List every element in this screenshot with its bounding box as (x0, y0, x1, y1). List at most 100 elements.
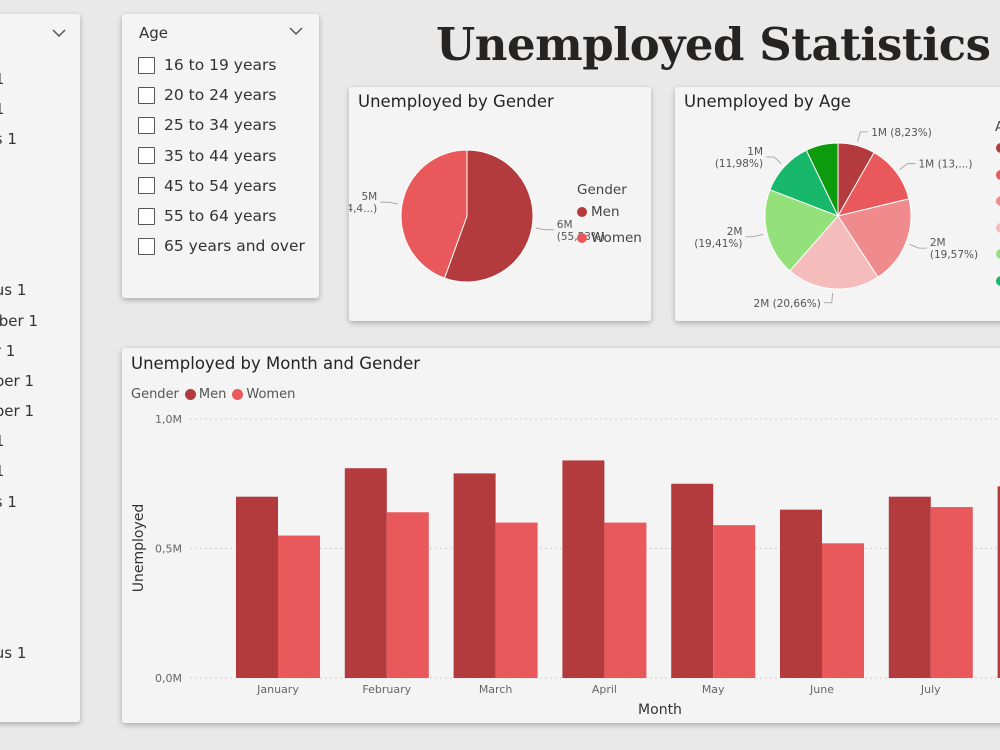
checkbox[interactable] (138, 177, 155, 195)
legend-dot (232, 389, 244, 400)
age-pie-visual: Unemployed by Age 1M (8,23%) 1M (13,...) 2… (675, 87, 1000, 321)
page-title: Unemployed Statistics (436, 18, 991, 71)
data-label: (19,57%) (930, 249, 978, 261)
age-pie-chart: 1M (8,23%)1M (13,...)2M(19,57%)2M (20,66… (694, 127, 978, 310)
legend-item-women[interactable]: Women (232, 387, 295, 402)
age-option-label: 16 to 19 years (164, 56, 277, 75)
bar-men[interactable] (671, 483, 714, 678)
x-tick-label: February (362, 683, 411, 696)
bar-women[interactable] (713, 525, 756, 678)
data-label: (11,98%) (715, 158, 763, 170)
checkbox[interactable] (138, 116, 155, 134)
x-axis-title: Month (638, 702, 682, 718)
x-tick-label: April (592, 683, 617, 696)
chevron-down-icon[interactable] (289, 26, 303, 36)
slicer-item[interactable]: . (0, 155, 38, 185)
slicer-item[interactable]: . (0, 517, 38, 547)
gender-pie-chart: 6M(55,53%)5M(44,4...) (349, 149, 605, 283)
age-option[interactable]: 45 to 54 years (138, 171, 305, 201)
slicer-item[interactable]: . (0, 547, 38, 577)
pie-slice[interactable] (836, 151, 910, 217)
legend-dot (577, 233, 587, 243)
legend-item-men[interactable]: Men (577, 204, 620, 220)
bar-women[interactable] (822, 543, 864, 678)
bar-men[interactable] (888, 496, 931, 678)
legend-dot[interactable] (996, 196, 1000, 206)
legend-dot[interactable] (996, 169, 1000, 180)
bar-men[interactable] (997, 486, 1000, 678)
bar-women[interactable] (930, 507, 973, 678)
data-label: 1M (747, 146, 763, 158)
leader-line (823, 292, 833, 304)
legend-item-women[interactable]: Women (577, 230, 642, 246)
bar-chart: 0,0M 0,5M 1,0M Unemployed Month January Februa… (131, 413, 1000, 718)
bar-men[interactable] (780, 509, 822, 678)
checkbox[interactable] (138, 147, 155, 165)
slicer-item[interactable]: . (0, 185, 38, 215)
checkbox[interactable] (138, 237, 155, 255)
slicer-item[interactable]: ber 1. (0, 402, 35, 421)
data-label: 2M (930, 237, 946, 249)
legend-dot (184, 389, 196, 400)
legend-dot[interactable] (996, 249, 1000, 259)
chevron-down-icon[interactable] (52, 28, 66, 38)
data-label: 6M (557, 219, 573, 231)
legend-dot (577, 207, 587, 217)
slicer-item[interactable]: . (0, 245, 38, 275)
legend-dot[interactable] (996, 222, 1000, 233)
pie-slice[interactable] (837, 198, 912, 278)
legend-title: Gender (131, 387, 179, 402)
slicer-item[interactable]: mber 1. (0, 311, 38, 330)
y-tick-label: 0,0M (155, 672, 182, 685)
x-tick-label: July (920, 683, 941, 696)
slicer-item[interactable]: . (0, 215, 38, 245)
bar-women[interactable] (386, 512, 429, 678)
legend-dot[interactable] (996, 275, 1000, 286)
age-option[interactable]: 55 to 64 years (138, 201, 305, 231)
bar-men[interactable] (453, 473, 496, 678)
leader-line (909, 244, 927, 249)
slicer-item[interactable]: s 1. (0, 492, 17, 511)
slicer-item[interactable]: ber 1. (0, 371, 35, 390)
y-tick-label: 1,0M (155, 413, 182, 426)
slicer-item[interactable]: . (0, 577, 38, 607)
pie-slice[interactable] (400, 149, 468, 279)
checkbox[interactable] (138, 207, 155, 225)
leader-line (857, 131, 869, 142)
checkbox[interactable] (138, 86, 155, 104)
pie-slice[interactable] (805, 142, 839, 217)
bar-women[interactable] (604, 522, 647, 678)
age-option[interactable]: 35 to 44 years (138, 141, 305, 171)
bar-women[interactable] (278, 535, 320, 678)
y-axis-title: Unemployed (131, 504, 147, 593)
slicer-item[interactable]: 1. (0, 94, 38, 124)
legend-dot[interactable] (996, 143, 1000, 153)
slicer-item[interactable]: r 1. (0, 341, 16, 360)
bar-men[interactable] (236, 496, 278, 678)
legend-item-men[interactable]: Men (184, 387, 226, 402)
slicer-item[interactable]: us 1. (0, 643, 27, 662)
bar-men[interactable] (562, 460, 605, 678)
age-slicer: Age 16 to 19 years 20 to 24 years 25 to 34… (122, 14, 319, 298)
age-option[interactable]: 16 to 19 years (138, 50, 305, 80)
pie-slice[interactable] (789, 215, 879, 290)
age-option[interactable]: 25 to 34 years (138, 110, 305, 140)
age-option-label: 65 years and over (164, 237, 305, 256)
slicer-item[interactable]: us 1. (0, 281, 27, 300)
pie-slice[interactable] (764, 189, 839, 272)
age-option[interactable]: 20 to 24 years (138, 80, 305, 110)
slicer-item[interactable]: s 1. (0, 130, 17, 149)
bar-women[interactable] (495, 522, 538, 678)
age-option[interactable]: 65 years and over (138, 231, 305, 261)
bar-men[interactable] (344, 468, 387, 678)
gender-pie-visual: Unemployed by Gender 6M(55,53%)5M(44,4..… (349, 87, 651, 321)
leader-line (535, 227, 554, 231)
pie-slice[interactable] (443, 149, 534, 283)
slicer-item[interactable]: 1. (0, 426, 38, 456)
slicer-item[interactable]: 1. (0, 64, 38, 94)
slicer-item[interactable]: . (0, 607, 38, 637)
x-tick-label: January (256, 683, 299, 696)
checkbox[interactable] (138, 56, 155, 74)
slicer-item[interactable]: 1. (0, 456, 38, 486)
month-gender-bar-visual: Unemployed by Month and Gender Gender Me… (122, 348, 1000, 723)
